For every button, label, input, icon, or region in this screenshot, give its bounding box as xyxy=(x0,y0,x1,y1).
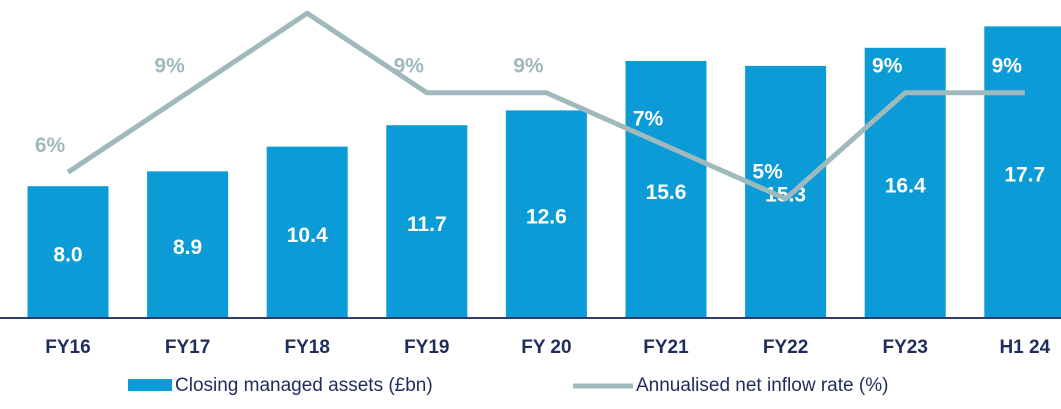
bar xyxy=(505,110,587,318)
bar xyxy=(745,65,827,318)
x-tick-label: FY21 xyxy=(643,337,689,358)
bar xyxy=(147,171,229,318)
bar-label: 12.6 xyxy=(526,206,567,229)
legend-label: Annualised net inflow rate (%) xyxy=(636,375,888,396)
bar-label: 16.4 xyxy=(885,174,926,197)
line-label: 9% xyxy=(513,54,544,77)
legend-swatch xyxy=(128,379,172,391)
x-tick-label: FY23 xyxy=(882,337,927,358)
bar-label: 11.7 xyxy=(407,213,447,236)
bar-label: 10.4 xyxy=(287,224,328,247)
legend-label: Closing managed assets (£bn) xyxy=(175,375,433,396)
line-label: 9% xyxy=(992,54,1023,77)
line xyxy=(66,10,1025,202)
bar xyxy=(984,26,1061,318)
line-label: 9% xyxy=(872,54,903,77)
x-tick-label: FY18 xyxy=(284,337,329,358)
line-label: 7% xyxy=(633,107,664,130)
bar-label: 17.7 xyxy=(1004,164,1045,187)
x-tick-label: FY22 xyxy=(763,337,808,358)
line-label: 5% xyxy=(752,160,783,183)
line-label: 9% xyxy=(394,54,425,77)
x-tick-label: FY17 xyxy=(165,337,210,358)
bar xyxy=(386,125,468,318)
bar xyxy=(266,146,348,318)
bar-label: 15.6 xyxy=(646,181,687,204)
line-label: 9% xyxy=(154,54,185,77)
x-tick-label: FY19 xyxy=(404,337,449,358)
bar xyxy=(625,60,707,318)
bar-label: 8.9 xyxy=(173,236,202,259)
bar-label: 8.0 xyxy=(53,244,82,267)
x-tick-label: FY16 xyxy=(45,337,90,358)
x-tick-label: FY 20 xyxy=(521,337,571,358)
x-tick-label: H1 24 xyxy=(999,337,1050,358)
bar xyxy=(27,186,109,318)
line-label: 6% xyxy=(35,134,66,157)
